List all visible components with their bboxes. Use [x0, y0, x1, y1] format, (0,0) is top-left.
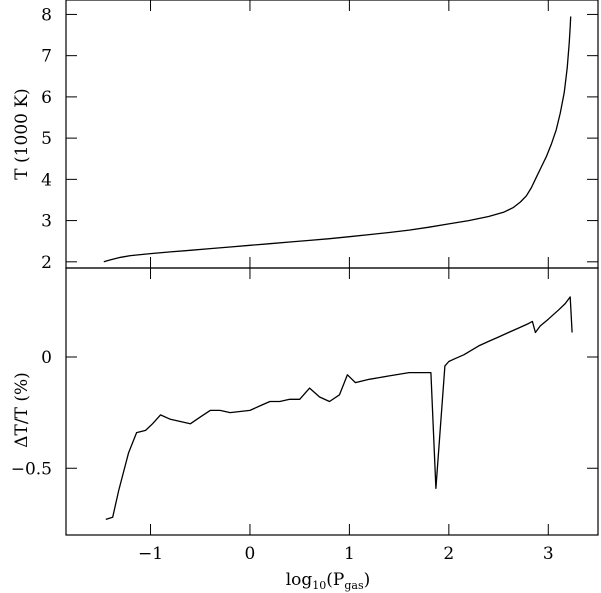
- series-line: [105, 296, 573, 521]
- top-series: [103, 16, 572, 263]
- x-axis-label: log10(Pgas): [286, 570, 371, 592]
- x-axis-label-base: log: [286, 570, 313, 590]
- bottom-tick-marks: [66, 268, 598, 535]
- top-panel: 2 3 4 5 6 7 8 T (1000 K): [12, 0, 599, 273]
- x-axis-label-mid: (P: [326, 570, 344, 590]
- top-tick-marks: [66, 0, 598, 268]
- y-tick-label: 4: [41, 170, 52, 190]
- top-plot-frame: [65, 0, 599, 269]
- series-line: [103, 16, 572, 263]
- x-tick-label: 2: [443, 544, 454, 564]
- x-tick-label: 0: [245, 544, 256, 564]
- bottom-panel: −0.5 0 −1 0 1 2 3 ΔT/T (%) log10(Pgas): [11, 267, 599, 592]
- x-axis-label-end: ): [364, 570, 371, 590]
- y-tick-label: 0: [41, 348, 52, 368]
- y-tick-label: 5: [41, 129, 52, 149]
- y-tick-label: 6: [41, 88, 52, 108]
- y-tick-label: −0.5: [11, 459, 52, 479]
- x-tick-label: 1: [344, 544, 355, 564]
- top-y-axis-label: T (1000 K): [12, 88, 32, 179]
- y-tick-label: 7: [41, 47, 52, 67]
- x-tick-label: 3: [543, 544, 554, 564]
- bottom-series: [105, 296, 573, 521]
- bottom-plot-frame: [65, 267, 599, 536]
- y-tick-label: 2: [41, 253, 52, 273]
- top-y-tick-labels: 2 3 4 5 6 7 8: [41, 5, 52, 272]
- x-tick-labels: −1 0 1 2 3: [138, 544, 554, 564]
- x-tick-label: −1: [138, 544, 163, 564]
- bottom-y-tick-labels: −0.5 0: [11, 348, 52, 479]
- x-axis-label-sub2: gas: [344, 579, 364, 592]
- x-axis-label-sub1: 10: [312, 579, 326, 592]
- y-tick-label: 8: [41, 5, 52, 25]
- y-tick-label: 3: [41, 212, 52, 232]
- bottom-y-axis-label: ΔT/T (%): [12, 372, 32, 448]
